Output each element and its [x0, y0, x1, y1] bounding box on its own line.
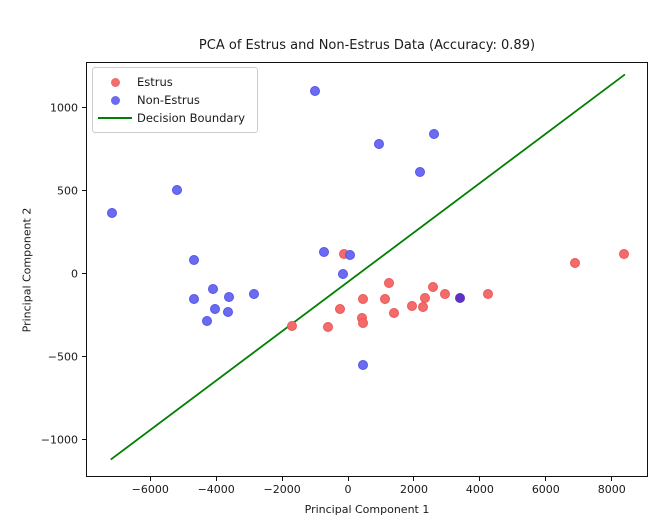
legend-item-decision-boundary: Decision Boundary	[93, 109, 245, 127]
legend-label-decision-boundary: Decision Boundary	[137, 111, 245, 125]
scatter-point-non-estrus	[318, 247, 329, 258]
x-tick	[347, 477, 349, 481]
scatter-point-non-estrus	[208, 283, 219, 294]
scatter-point-non-estrus	[189, 294, 200, 305]
scatter-point-estrus	[287, 320, 297, 331]
scatter-point-estrus	[482, 289, 493, 300]
scatter-point-estrus	[383, 277, 394, 288]
y-tick-label: 1000	[50, 101, 78, 115]
scatter-point-overlap	[454, 292, 465, 303]
x-tick-label: −4000	[197, 483, 235, 496]
scatter-point-estrus	[323, 321, 334, 332]
legend-item-non-estrus: Non-Estrus	[93, 91, 245, 109]
legend-label-non-estrus: Non-Estrus	[137, 93, 200, 107]
scatter-point-non-estrus	[202, 315, 213, 326]
x-tick	[215, 477, 217, 481]
scatter-point-estrus	[335, 303, 346, 314]
scatter-point-non-estrus	[338, 268, 349, 279]
scatter-point-non-estrus	[249, 288, 260, 299]
decision-boundary-line-icon	[98, 117, 132, 119]
non-estrus-dot-icon	[110, 95, 120, 105]
y-tick-label: 0	[71, 267, 78, 281]
y-tick-label: −1000	[40, 433, 78, 447]
scatter-point-non-estrus	[171, 184, 182, 195]
y-tick-label: 500	[57, 184, 78, 198]
x-tick	[545, 477, 547, 481]
scatter-point-non-estrus	[310, 86, 321, 97]
x-tick-label: −6000	[131, 483, 169, 496]
scatter-point-non-estrus	[210, 304, 221, 315]
legend-item-estrus: Estrus	[93, 73, 245, 91]
plot-area: Estrus Non-Estrus Decision Boundary	[86, 62, 648, 477]
scatter-point-estrus	[439, 288, 450, 299]
scatter-point-estrus	[406, 301, 417, 312]
x-tick	[479, 477, 481, 481]
y-axis-label: Principal Component 2	[20, 207, 34, 333]
x-tick-label: 6000	[531, 483, 560, 496]
scatter-point-non-estrus	[428, 129, 439, 140]
scatter-point-estrus	[427, 281, 438, 292]
scatter-point-non-estrus	[374, 139, 385, 150]
y-tick	[82, 107, 86, 109]
x-tick-label: 0	[344, 483, 352, 496]
scatter-point-non-estrus	[223, 306, 234, 317]
scatter-point-estrus	[358, 294, 369, 305]
estrus-dot-icon	[110, 77, 120, 87]
y-tick	[82, 273, 86, 275]
scatter-point-estrus	[569, 257, 580, 268]
x-tick-label: 4000	[465, 483, 494, 496]
scatter-point-estrus	[419, 292, 430, 303]
scatter-point-non-estrus	[358, 359, 369, 370]
x-tick-label: 8000	[597, 483, 626, 496]
scatter-point-non-estrus	[414, 167, 425, 178]
legend: Estrus Non-Estrus Decision Boundary	[92, 67, 258, 133]
scatter-point-non-estrus	[107, 208, 118, 219]
scatter-point-estrus	[379, 293, 390, 304]
y-tick-label: −500	[47, 350, 78, 364]
x-tick-label: 2000	[399, 483, 428, 496]
scatter-point-non-estrus	[189, 255, 200, 266]
x-tick	[611, 477, 613, 481]
x-axis-label: Principal Component 1	[304, 503, 430, 516]
y-tick	[82, 439, 86, 441]
x-tick	[281, 477, 283, 481]
scatter-point-estrus	[618, 248, 629, 259]
y-tick	[82, 190, 86, 192]
scatter-point-estrus	[417, 301, 428, 312]
x-tick	[149, 477, 151, 481]
scatter-point-estrus	[358, 317, 369, 328]
x-tick-label: −2000	[263, 483, 301, 496]
scatter-point-non-estrus	[345, 249, 356, 260]
legend-label-estrus: Estrus	[137, 75, 173, 89]
scatter-point-estrus	[388, 308, 399, 319]
chart-title: PCA of Estrus and Non-Estrus Data (Accur…	[198, 38, 536, 53]
y-tick	[82, 356, 86, 358]
x-tick	[413, 477, 415, 481]
scatter-point-non-estrus	[224, 291, 235, 302]
